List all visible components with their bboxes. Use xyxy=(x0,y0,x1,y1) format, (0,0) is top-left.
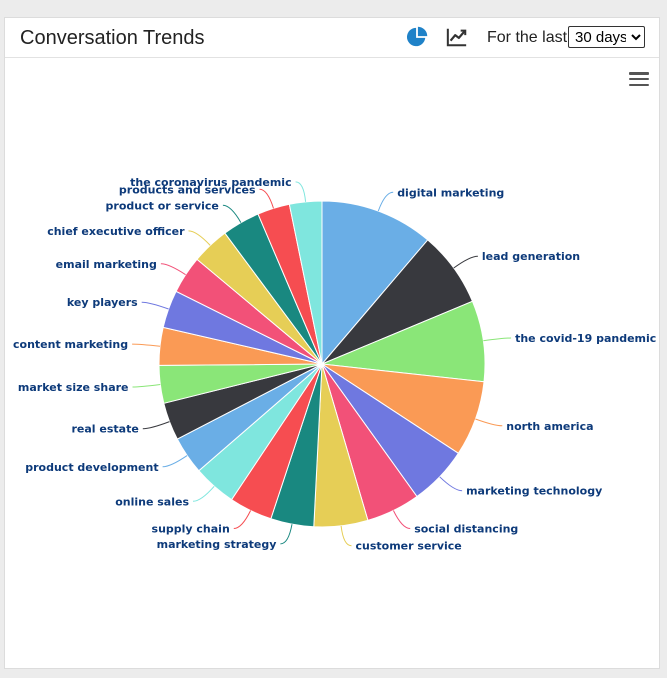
pie-connector xyxy=(295,181,307,202)
pie-slice-label: lead generation xyxy=(482,250,580,263)
pie-slice-label: content marketing xyxy=(13,338,128,351)
pie-connector xyxy=(439,476,463,492)
range-select[interactable]: 30 days xyxy=(568,26,645,48)
pie-slice-label: marketing strategy xyxy=(157,538,277,551)
pie-connector xyxy=(160,263,186,276)
pie-slice-label: chief executive officer xyxy=(47,225,185,238)
pie-slice-label: supply chain xyxy=(152,523,230,536)
widget-title: Conversation Trends xyxy=(20,27,205,49)
pie-chart-icon[interactable] xyxy=(405,26,429,48)
pie-slice-label: online sales xyxy=(115,495,189,508)
pie-slice-label: real estate xyxy=(71,423,138,436)
pie-connector xyxy=(222,204,242,223)
pie-slice-label: email marketing xyxy=(56,258,157,271)
pie-connector xyxy=(392,510,411,529)
hamburger-menu-icon[interactable] xyxy=(629,72,649,88)
pie-connector xyxy=(377,191,394,212)
pie-connector xyxy=(475,418,503,427)
pie-connector xyxy=(233,510,252,529)
pie-connector xyxy=(132,343,161,347)
pie-connector xyxy=(188,230,211,246)
pie-slice-label: customer service xyxy=(356,540,462,553)
pie-connector xyxy=(192,485,215,502)
widget-header: Conversation Trends For the last 30 days xyxy=(5,18,659,58)
pie-slice-label: product development xyxy=(25,461,158,474)
pie-slice-label: key players xyxy=(67,296,138,309)
conversation-trends-widget: Conversation Trends For the last 30 days xyxy=(4,17,660,669)
pie-slice[interactable] xyxy=(321,200,429,366)
pie-slice-label: north america xyxy=(506,420,593,433)
pie-slice-label: social distancing xyxy=(414,523,518,536)
pie-slice-label: marketing technology xyxy=(466,485,602,498)
pie-connector xyxy=(142,421,170,430)
pie-connector xyxy=(483,337,512,342)
pie-connector xyxy=(340,525,352,547)
pie-slice[interactable] xyxy=(288,200,323,365)
pie-connector xyxy=(141,301,169,310)
pie-slice-label: the coronavirus pandemic xyxy=(130,176,291,189)
pie-slice-label: digital marketing xyxy=(397,186,504,199)
pie-connector xyxy=(162,455,188,468)
pie-connector xyxy=(453,255,478,269)
pie-slice-label: the covid-19 pandemic xyxy=(515,332,656,345)
pie-slice-label: market size share xyxy=(18,381,129,394)
pie-connector xyxy=(280,524,293,545)
pie-slice-label: product or service xyxy=(106,199,219,212)
range-label: For the last xyxy=(487,29,568,46)
pie-connector xyxy=(132,384,161,388)
pie-connector xyxy=(259,188,274,209)
pie-slice-label: products and services xyxy=(119,183,256,196)
line-chart-icon[interactable] xyxy=(445,26,469,48)
